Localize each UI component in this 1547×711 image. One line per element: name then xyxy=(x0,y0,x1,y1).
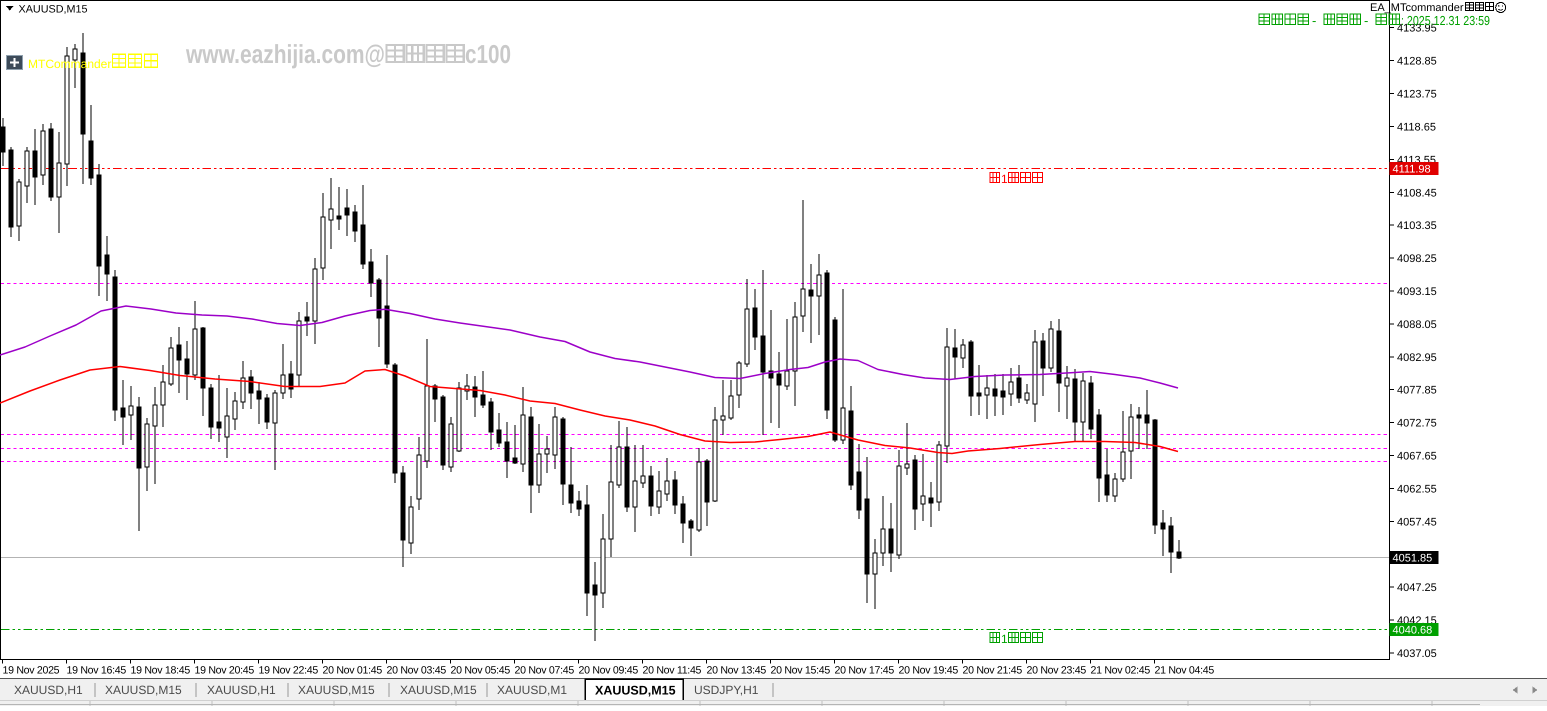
svg-text:4057.45: 4057.45 xyxy=(1397,516,1437,528)
svg-text:-: - xyxy=(1312,13,1316,28)
svg-text:c100: c100 xyxy=(465,39,511,69)
svg-text:4123.75: 4123.75 xyxy=(1397,89,1437,101)
svg-text:XAUUSD,M15: XAUUSD,M15 xyxy=(298,683,375,697)
svg-text:20 Nov 15:45: 20 Nov 15:45 xyxy=(771,665,831,677)
svg-text:XAUUSD,M15: XAUUSD,M15 xyxy=(595,684,676,698)
svg-text:XAUUSD,H1: XAUUSD,H1 xyxy=(14,683,83,697)
svg-text:20 Nov 21:45: 20 Nov 21:45 xyxy=(963,665,1023,677)
svg-text:20 Nov 07:45: 20 Nov 07:45 xyxy=(515,665,575,677)
svg-text:4047.25: 4047.25 xyxy=(1397,582,1437,594)
svg-text:4103.35: 4103.35 xyxy=(1397,220,1437,232)
svg-text:19 Nov 18:45: 19 Nov 18:45 xyxy=(131,665,191,677)
svg-text:4051.85: 4051.85 xyxy=(1393,553,1433,565)
svg-text:20 Nov 05:45: 20 Nov 05:45 xyxy=(451,665,511,677)
svg-text:XAUUSD,M15: XAUUSD,M15 xyxy=(19,3,88,15)
svg-text:4077.85: 4077.85 xyxy=(1397,385,1437,397)
svg-text:4118.65: 4118.65 xyxy=(1397,121,1436,133)
svg-text:4128.85: 4128.85 xyxy=(1397,56,1437,68)
svg-text:19 Nov 2025: 19 Nov 2025 xyxy=(3,665,60,677)
svg-text:4111.98: 4111.98 xyxy=(1393,164,1431,176)
svg-text:XAUUSD,H1: XAUUSD,H1 xyxy=(207,683,276,697)
svg-text:20 Nov 03:45: 20 Nov 03:45 xyxy=(387,665,447,677)
svg-text:USDJPY,H1: USDJPY,H1 xyxy=(694,683,759,697)
svg-text:20 Nov 19:45: 20 Nov 19:45 xyxy=(899,665,959,677)
svg-text:4037.05: 4037.05 xyxy=(1397,648,1437,660)
svg-text:4072.75: 4072.75 xyxy=(1397,418,1437,430)
svg-text:21 Nov 02:45: 21 Nov 02:45 xyxy=(1091,665,1151,677)
svg-text:20 Nov 01:45: 20 Nov 01:45 xyxy=(323,665,383,677)
svg-text:4067.65: 4067.65 xyxy=(1397,451,1437,463)
svg-text:20 Nov 13:45: 20 Nov 13:45 xyxy=(707,665,767,677)
svg-text:: 2025.12.31 23:59: : 2025.12.31 23:59 xyxy=(1401,13,1490,28)
svg-text:1: 1 xyxy=(1001,172,1008,186)
svg-text:MTCommander: MTCommander xyxy=(28,57,111,71)
svg-text:4133.95: 4133.95 xyxy=(1397,23,1437,35)
svg-text:1: 1 xyxy=(1001,632,1008,646)
svg-text:20 Nov 09:45: 20 Nov 09:45 xyxy=(579,665,639,677)
svg-text:-: - xyxy=(1364,13,1368,28)
svg-text:19 Nov 16:45: 19 Nov 16:45 xyxy=(67,665,127,677)
svg-text:20 Nov 23:45: 20 Nov 23:45 xyxy=(1027,665,1087,677)
svg-text:4108.45: 4108.45 xyxy=(1397,187,1437,199)
svg-text:19 Nov 20:45: 19 Nov 20:45 xyxy=(195,665,255,677)
svg-text:4088.05: 4088.05 xyxy=(1397,319,1437,331)
svg-text:21 Nov 04:45: 21 Nov 04:45 xyxy=(1155,665,1215,677)
svg-text:www.eazhijia.com@: www.eazhijia.com@ xyxy=(185,39,385,69)
svg-text:XAUUSD,M15: XAUUSD,M15 xyxy=(400,683,477,697)
svg-text:4082.95: 4082.95 xyxy=(1397,352,1437,364)
svg-text:4062.55: 4062.55 xyxy=(1397,483,1437,495)
svg-text:XAUUSD,M1: XAUUSD,M1 xyxy=(497,683,567,697)
svg-text:4098.25: 4098.25 xyxy=(1397,253,1437,265)
svg-text:XAUUSD,M15: XAUUSD,M15 xyxy=(105,683,182,697)
svg-text:4093.15: 4093.15 xyxy=(1397,286,1437,298)
svg-text:EA_MTcommander: EA_MTcommander xyxy=(1370,2,1464,14)
svg-text:20 Nov 11:45: 20 Nov 11:45 xyxy=(643,665,702,677)
svg-text:19 Nov 22:45: 19 Nov 22:45 xyxy=(259,665,319,677)
svg-text:20 Nov 17:45: 20 Nov 17:45 xyxy=(835,665,895,677)
svg-text:4040.68: 4040.68 xyxy=(1393,625,1433,637)
